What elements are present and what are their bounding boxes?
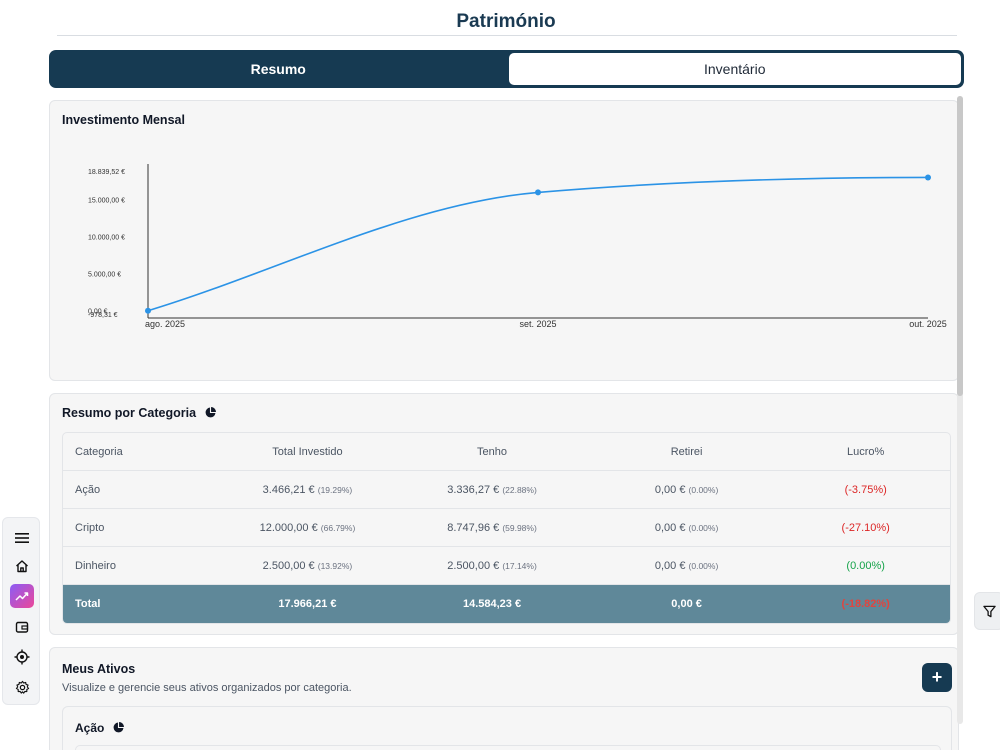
table-row: Dinheiro 2.500,00 € (13.92%) 2.500,00 € … — [63, 547, 950, 585]
view-tabs: Resumo Inventário — [49, 50, 964, 88]
pie-chart-icon[interactable] — [205, 407, 216, 418]
table-row: Cripto 12.000,00 € (66.79%) 8.747,96 € (… — [63, 509, 950, 547]
total-withdrawn: 0,00 € — [671, 598, 702, 610]
asset-group-title: Ação — [75, 721, 124, 735]
invested-value: 2.500,00 € — [262, 559, 315, 572]
scrollbar-thumb[interactable] — [957, 96, 963, 396]
header-withdrawn: Retirei — [670, 445, 703, 458]
data-point — [535, 189, 541, 196]
withdrawn-pct: (0.00%) — [688, 560, 719, 571]
invested-pct: (66.79%) — [320, 522, 356, 533]
x-tick-label: ago. 2025 — [145, 319, 185, 329]
row-invested: 12.000,00 € (66.79%) — [223, 522, 393, 534]
header-invested: Total Investido — [272, 445, 343, 458]
category-summary-title: Resumo por Categoria — [62, 406, 216, 420]
trending-up-icon[interactable] — [10, 584, 34, 608]
have-pct: (17.14%) — [502, 560, 537, 571]
have-value: 8.747,96 € — [447, 521, 500, 534]
have-pct: (22.88%) — [502, 484, 537, 495]
scrollbar-track[interactable] — [957, 96, 963, 724]
tab-inventario[interactable]: Inventário — [508, 53, 961, 85]
header-category: Categoria — [75, 445, 123, 458]
y-tick-label: 10.000,00 € — [88, 235, 125, 242]
row-invested: 3.466,21 € (19.29%) — [223, 484, 393, 496]
wallet-icon[interactable] — [10, 615, 34, 639]
row-have: 8.747,96 € (59.98%) — [392, 522, 592, 534]
row-invested: 2.500,00 € (13.92%) — [223, 560, 393, 572]
row-category: Ação — [75, 483, 101, 496]
pie-chart-icon[interactable] — [113, 722, 124, 733]
table-total-row: Total 17.966,21 € 14.584,23 € 0,00 € (-1… — [63, 585, 950, 623]
x-tick-label: set. 2025 — [519, 319, 556, 329]
target-icon[interactable] — [10, 645, 34, 669]
menu-icon[interactable] — [10, 526, 34, 550]
row-have: 3.336,27 € (22.88%) — [392, 484, 592, 496]
invested-value: 12.000,00 € — [259, 521, 318, 534]
my-assets-title: Meus Ativos — [62, 662, 136, 676]
row-withdrawn: 0,00 € (0.00%) — [592, 484, 782, 496]
data-point — [145, 307, 151, 314]
data-point — [925, 174, 931, 181]
home-icon[interactable] — [10, 554, 34, 578]
total-have: 14.584,23 € — [462, 598, 522, 610]
withdrawn-pct: (0.00%) — [688, 522, 719, 533]
row-profit: (-3.75%) — [844, 483, 887, 496]
have-value: 3.336,27 € — [447, 483, 500, 496]
side-navigation — [2, 517, 40, 705]
row-category: Dinheiro — [75, 559, 116, 572]
withdrawn-value: 0,00 € — [654, 483, 686, 496]
total-label: Total — [75, 598, 101, 610]
row-withdrawn: 0,00 € (0.00%) — [592, 560, 782, 572]
y-tick-label: -978,31 € — [88, 312, 118, 319]
filter-button[interactable] — [974, 592, 1000, 630]
tab-resumo[interactable]: Resumo — [250, 61, 306, 77]
withdrawn-value: 0,00 € — [654, 559, 686, 572]
invested-value: 3.466,21 € — [262, 483, 315, 496]
my-assets-card: Meus Ativos Visualize e gerencie seus at… — [49, 647, 959, 750]
monthly-investment-card: Investimento Mensal -978,31 €0,00 € 5.000… — [49, 100, 959, 381]
monthly-investment-title: Investimento Mensal — [62, 113, 185, 127]
add-asset-button[interactable]: + — [922, 663, 952, 692]
withdrawn-pct: (0.00%) — [688, 484, 719, 495]
asset-group-acao: Ação — [62, 706, 952, 750]
asset-group-list — [75, 745, 941, 750]
page-title: Património — [456, 11, 556, 32]
title-divider — [57, 35, 957, 36]
y-tick-label: 15.000,00 € — [88, 197, 125, 204]
y-tick-label: 18.839,52 € — [88, 169, 125, 176]
header-have: Tenho — [477, 445, 508, 458]
x-tick-label: out. 2025 — [909, 319, 947, 329]
total-profit: (-18.82%) — [841, 598, 890, 610]
settings-icon[interactable] — [10, 675, 34, 699]
asset-group-title-text: Ação — [75, 721, 105, 735]
monthly-investment-chart: -978,31 €0,00 € 5.000,00 € 10.000,00 € 15.0… — [88, 164, 947, 329]
category-summary-title-text: Resumo por Categoria — [62, 406, 197, 420]
y-tick-label: 5.000,00 € — [88, 272, 121, 279]
category-summary-card: Resumo por Categoria Categoria Total Inv… — [49, 393, 959, 635]
table-row: Ação 3.466,21 € (19.29%) 3.336,27 € (22.… — [63, 471, 950, 509]
row-have: 2.500,00 € (17.14%) — [392, 560, 592, 572]
filter-icon — [982, 605, 996, 617]
row-category: Cripto — [75, 521, 105, 534]
header-profit: Lucro% — [847, 445, 885, 458]
have-pct: (59.98%) — [502, 522, 537, 533]
row-withdrawn: 0,00 € (0.00%) — [592, 522, 782, 534]
category-table: Categoria Total Investido Tenho Retirei … — [62, 432, 951, 624]
row-profit: (0.00%) — [846, 559, 885, 572]
withdrawn-value: 0,00 € — [654, 521, 686, 534]
my-assets-subtitle: Visualize e gerencie seus ativos organiz… — [62, 682, 352, 694]
invested-pct: (19.29%) — [317, 484, 353, 495]
row-profit: (-27.10%) — [841, 521, 890, 534]
invested-pct: (13.92%) — [317, 560, 353, 571]
y-tick-label: 0,00 € — [88, 309, 108, 316]
total-invested: 17.966,21 € — [278, 598, 337, 610]
series-line — [147, 176, 929, 312]
table-header-row: Categoria Total Investido Tenho Retirei … — [63, 433, 950, 471]
have-value: 2.500,00 € — [447, 559, 500, 572]
